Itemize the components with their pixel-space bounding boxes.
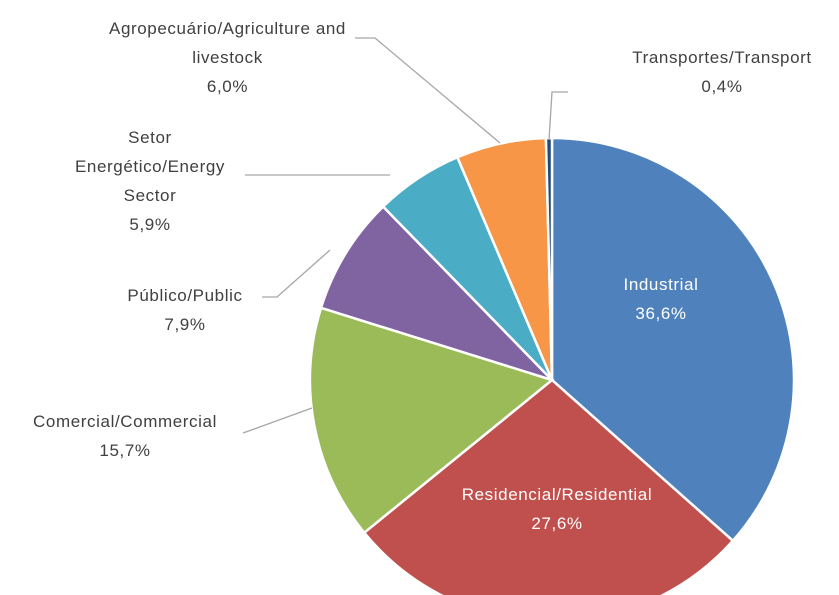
value-label: 0,4% bbox=[701, 77, 743, 96]
value-label: 36,6% bbox=[635, 304, 687, 323]
leader-line bbox=[548, 91, 568, 141]
slice-label: Agropecuário/Agriculture and livestock 6,… bbox=[95, 14, 360, 101]
category-label: Setor Energético/Energy Sector bbox=[74, 128, 226, 205]
value-label: 27,6% bbox=[531, 514, 583, 533]
category-label: Residencial/Residential bbox=[461, 485, 653, 504]
leader-line bbox=[242, 407, 313, 434]
pie-slice bbox=[308, 306, 555, 535]
slice-label: Público/Public 7,9% bbox=[95, 281, 275, 339]
slice-label: Industrial 36,6% bbox=[581, 270, 741, 328]
slice-label: Residencial/Residential 27,6% bbox=[417, 480, 697, 538]
slice-label: Comercial/Commercial 15,7% bbox=[5, 407, 245, 465]
leader-line bbox=[262, 249, 331, 298]
slice-label: Setor Energético/Energy Sector 5,9% bbox=[55, 123, 245, 239]
value-label: 5,9% bbox=[129, 215, 171, 234]
pie-slice bbox=[362, 378, 735, 595]
pie-slice bbox=[319, 204, 553, 382]
value-label: 6,0% bbox=[206, 77, 249, 96]
pie-slice bbox=[550, 136, 796, 543]
value-label: 7,9% bbox=[164, 315, 206, 334]
category-label: Transportes/Transport bbox=[632, 48, 812, 67]
value-label: 15,7% bbox=[99, 441, 151, 460]
category-label: Público/Public bbox=[127, 286, 243, 305]
category-label: Agropecuário/Agriculture and livestock bbox=[109, 19, 346, 67]
leader-line bbox=[355, 37, 501, 144]
category-label: Industrial bbox=[623, 275, 699, 294]
category-label: Comercial/Commercial bbox=[33, 412, 217, 431]
slice-label: Transportes/Transport 0,4% bbox=[607, 43, 837, 101]
